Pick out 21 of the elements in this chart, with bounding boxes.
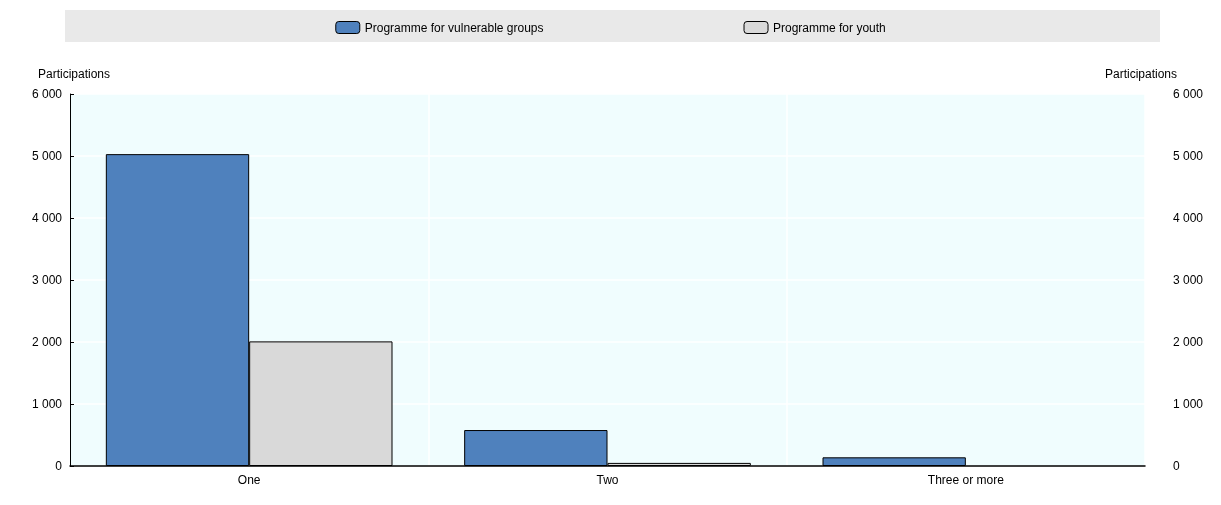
x-tick-label: Three or more bbox=[927, 473, 1005, 487]
y-tick-label: 3 000 bbox=[31, 273, 63, 287]
y2-tick-label: 0 bbox=[1173, 459, 1180, 473]
y2-tick-label: 2 000 bbox=[1173, 335, 1204, 349]
y2-tick-label: 3 000 bbox=[1173, 273, 1204, 287]
y-tick-label: 6 000 bbox=[31, 87, 63, 101]
y2-axis-title: Participations bbox=[1105, 67, 1178, 81]
legend-label: Programme for youth bbox=[773, 20, 886, 35]
y-tick-label: 2 000 bbox=[31, 335, 63, 349]
y-tick-label: 0 bbox=[55, 459, 63, 473]
y2-tick-label: 6 000 bbox=[1173, 87, 1204, 101]
x-tick-label: One bbox=[237, 473, 261, 487]
y2-tick-label: 5 000 bbox=[1173, 149, 1204, 163]
y-axis-title: Participations bbox=[37, 67, 110, 81]
y2-tick-label: 4 000 bbox=[1173, 211, 1204, 225]
x-tick-label: Two bbox=[596, 473, 619, 487]
y-tick-label: 1 000 bbox=[31, 397, 63, 411]
y2-tick-label: 1 000 bbox=[1173, 397, 1204, 411]
y-tick-label: 5 000 bbox=[31, 149, 63, 163]
y-tick-label: 4 000 bbox=[31, 211, 63, 225]
legend-label: Programme for vulnerable groups bbox=[364, 20, 544, 35]
